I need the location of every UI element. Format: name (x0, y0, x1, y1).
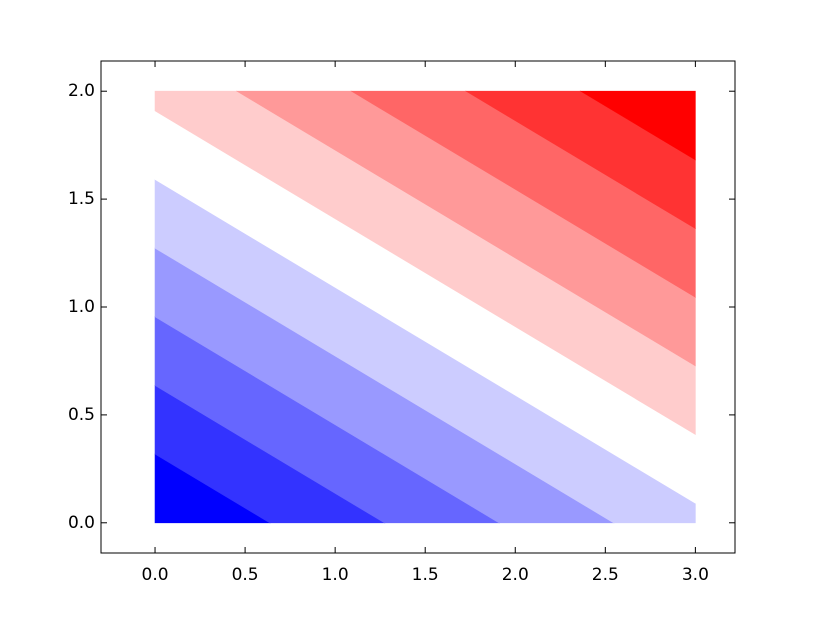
contour-bands (154, 90, 696, 524)
contour-band-10 (579, 90, 696, 161)
axes-frame (100, 60, 736, 554)
x-tick-label: 0.5 (232, 565, 259, 585)
x-tick-label: 1.0 (322, 565, 349, 585)
y-tick-label: 1.0 (68, 297, 95, 317)
contour-band-6 (154, 90, 696, 436)
axis-ticks: 0.0 0.5 1.0 1.5 2.0 2.5 3.0 0.0 0.5 1.0 1.5 2.0 (68, 61, 735, 585)
y-tick-label: 0.5 (68, 405, 95, 425)
x-tick-label: 3.0 (682, 565, 709, 585)
x-tick-label: 1.5 (412, 565, 439, 585)
y-tick-label: 0.0 (68, 513, 95, 533)
y-tick-label: 1.5 (68, 189, 95, 209)
x-tick-label: 2.5 (592, 565, 619, 585)
y-tick-label: 2.0 (68, 81, 95, 101)
x-tick-label: 2.0 (502, 565, 529, 585)
x-tick-label: 0.0 (142, 565, 169, 585)
